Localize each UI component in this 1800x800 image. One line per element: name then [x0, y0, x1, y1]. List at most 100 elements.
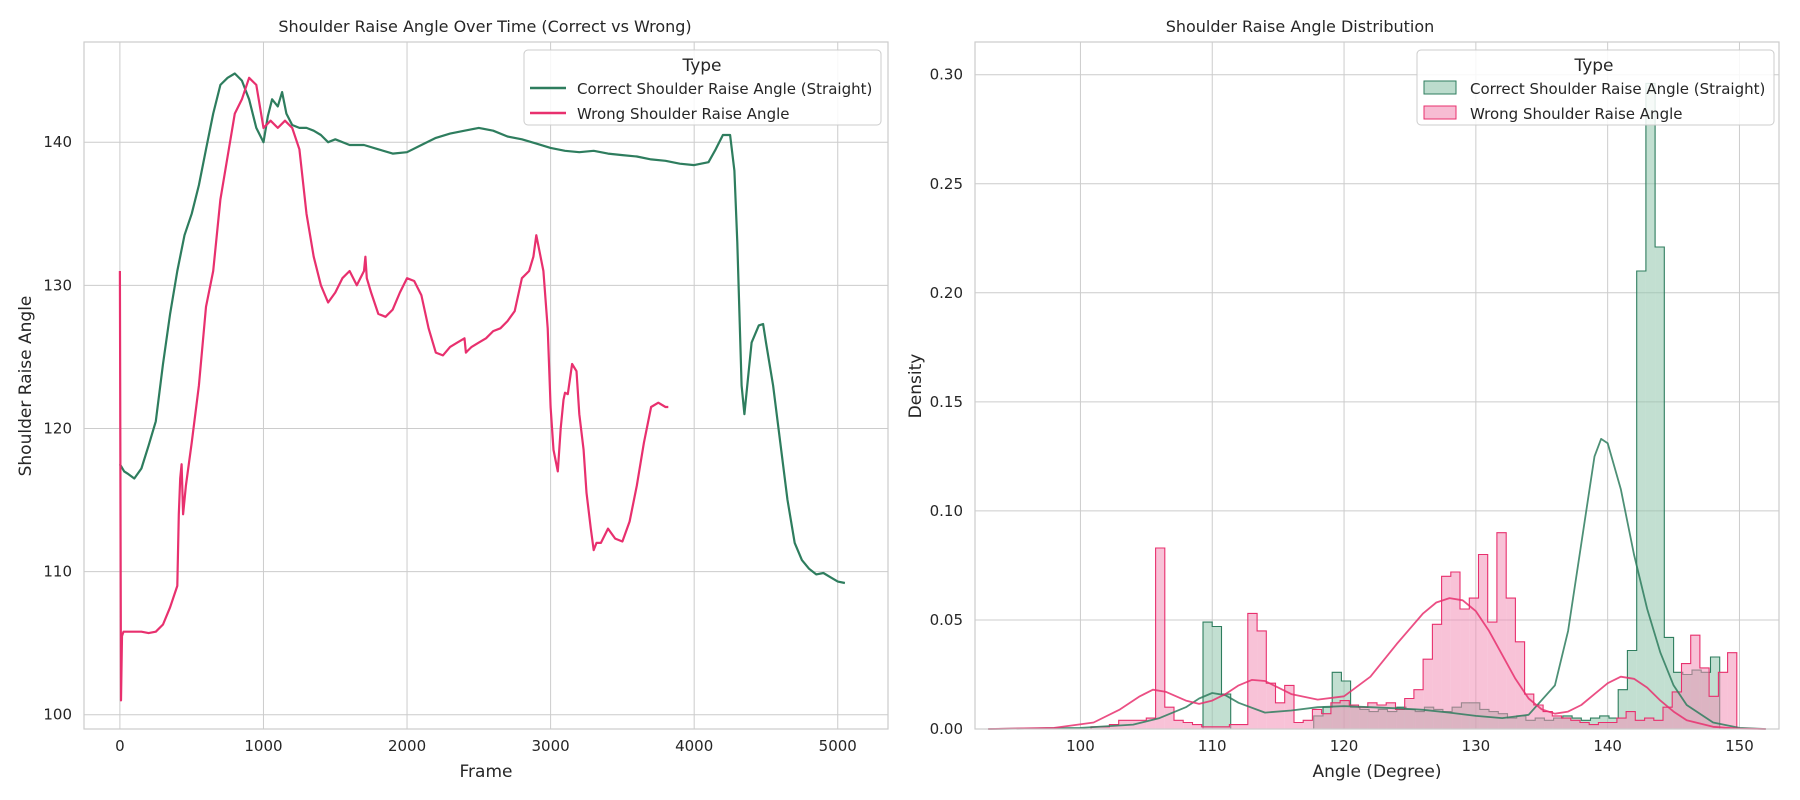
left-legend-wrong-label: Wrong Shoulder Raise Angle [577, 105, 789, 123]
wrong-histogram-bar [1460, 609, 1470, 729]
left-tick-labels: 0 1000 2000 3000 4000 5000 100 110 120 130 140 [43, 133, 856, 755]
wrong-histogram-bar [1487, 622, 1497, 729]
right-histogram-bars [1090, 82, 1738, 730]
left-series-lines [118, 72, 846, 702]
correct-histogram-bar [1655, 247, 1665, 729]
wrong-histogram-bar [1653, 720, 1664, 729]
wrong-histogram-bar [1210, 726, 1221, 729]
wrong-histogram-bar [1432, 624, 1442, 729]
wrong-histogram-bar [1100, 726, 1110, 729]
wrong-histogram-bar [1506, 598, 1516, 729]
left-y-tick-label: 100 [43, 706, 72, 724]
wrong-histogram-bar [1238, 724, 1248, 729]
wrong-histogram-bar [1441, 576, 1451, 729]
wrong-histogram-bar [1635, 720, 1645, 729]
wrong-histogram-bar [1330, 702, 1341, 729]
wrong-histogram-bar [1377, 705, 1387, 729]
left-legend-title: Type [681, 56, 721, 76]
correct-histogram-bar [1590, 718, 1600, 729]
wrong-histogram-bar [1644, 718, 1654, 729]
wrong-histogram-bar [1533, 705, 1544, 729]
right-y-tick-label: 0.20 [930, 284, 963, 302]
wrong-histogram-bar [1164, 707, 1175, 729]
left-x-tick-label: 2000 [388, 737, 426, 755]
left-legend: Type Correct Shoulder Raise Angle (Strai… [523, 49, 882, 126]
wrong-histogram-bar [1616, 718, 1627, 729]
right-x-tick-label: 100 [1066, 737, 1095, 755]
wrong-histogram-bar [1266, 683, 1276, 729]
right-x-tick-label: 150 [1725, 737, 1754, 755]
right-legend-correct-label: Correct Shoulder Raise Angle (Straight) [1470, 80, 1765, 98]
wrong-histogram-bar [1672, 691, 1682, 729]
right-y-tick-label: 0.10 [930, 502, 963, 520]
right-legend-wrong-label: Wrong Shoulder Raise Angle [1470, 105, 1682, 123]
wrong-histogram-bar [1220, 726, 1230, 729]
wrong-histogram-bar [1284, 685, 1294, 729]
wrong-histogram-bar [1395, 709, 1405, 729]
wrong-histogram-bar [1626, 711, 1636, 729]
right-x-tick-label: 110 [1198, 737, 1227, 755]
left-y-tick-label: 110 [43, 563, 72, 581]
wrong-histogram-bar [1303, 720, 1313, 729]
right-x-tick-label: 130 [1462, 737, 1491, 755]
right-legend-title: Type [1573, 56, 1613, 76]
correct-histogram-bar [1203, 622, 1213, 729]
wrong-histogram-bar [1321, 713, 1331, 729]
wrong-histogram-bar [1579, 722, 1590, 729]
right-tick-labels: 100 110 120 130 140 150 0.00 0.05 0.10 0.15 0.20 0.… [930, 66, 1754, 755]
right-y-tick-label: 0.00 [930, 720, 963, 738]
right-legend-wrong-swatch [1423, 105, 1457, 120]
right-chart-title: Shoulder Raise Angle Distribution [1166, 17, 1435, 36]
wrong-histogram-bar [1450, 571, 1461, 729]
wrong-histogram-bar [1229, 724, 1239, 729]
wrong-histogram-bar [1561, 718, 1571, 729]
line-chart-panel: Shoulder Raise Angle Over Time (Correct … [16, 17, 889, 782]
left-y-tick-label: 130 [43, 276, 72, 294]
wrong-angle-line [118, 76, 669, 702]
wrong-histogram-bar [1543, 711, 1553, 729]
correct-histogram-bar [1618, 689, 1628, 729]
wrong-histogram-bar [1247, 613, 1258, 729]
left-x-axis-label: Frame [460, 762, 513, 782]
wrong-histogram-bar [1598, 722, 1608, 729]
correct-histogram-bar [1645, 83, 1656, 729]
left-y-tick-label: 120 [43, 419, 72, 437]
left-y-axis-label: Shoulder Raise Angle [16, 296, 36, 477]
wrong-histogram-bar [1709, 696, 1719, 729]
wrong-histogram-bar [1386, 702, 1396, 729]
wrong-histogram-bar [1681, 663, 1691, 729]
wrong-histogram-bar [1275, 702, 1285, 729]
correct-kde-curve [988, 437, 1766, 730]
right-y-tick-label: 0.30 [930, 66, 963, 84]
right-y-tick-label: 0.15 [930, 393, 963, 411]
wrong-histogram-bar [1423, 659, 1433, 729]
wrong-histogram-bar [1349, 705, 1359, 729]
correct-histogram-bar [1221, 694, 1231, 729]
right-y-axis-label: Density [906, 354, 926, 419]
correct-angle-line [118, 72, 846, 585]
left-x-tick-label: 4000 [675, 737, 713, 755]
wrong-histogram-bar [1367, 702, 1377, 729]
wrong-histogram-bar [1404, 698, 1414, 729]
right-legend-box [1416, 49, 1775, 126]
wrong-histogram-bar [1663, 707, 1673, 729]
wrong-histogram-bar [1137, 720, 1147, 729]
wrong-kde-curve [988, 597, 1766, 730]
left-x-tick-label: 3000 [532, 737, 570, 755]
left-x-tick-label: 0 [115, 737, 125, 755]
wrong-histogram-bar [1174, 720, 1184, 729]
left-x-tick-label: 1000 [244, 737, 282, 755]
right-legend: Type Correct Shoulder Raise Angle (Strai… [1416, 49, 1775, 126]
right-y-tick-label: 0.05 [930, 611, 963, 629]
wrong-histogram-bar [1109, 724, 1119, 729]
right-x-axis-label: Angle (Degree) [1313, 762, 1442, 782]
wrong-histogram-bar [1340, 700, 1350, 729]
left-chart-title: Shoulder Raise Angle Over Time (Correct … [278, 17, 691, 36]
correct-histogram-bar [1664, 637, 1674, 729]
wrong-histogram-bar [1293, 722, 1304, 729]
wrong-histogram-bar [1146, 718, 1156, 729]
wrong-histogram-bar [1155, 547, 1165, 729]
wrong-histogram-bar [1312, 709, 1322, 729]
right-x-tick-label: 140 [1593, 737, 1622, 755]
wrong-histogram-bar [1090, 726, 1101, 729]
